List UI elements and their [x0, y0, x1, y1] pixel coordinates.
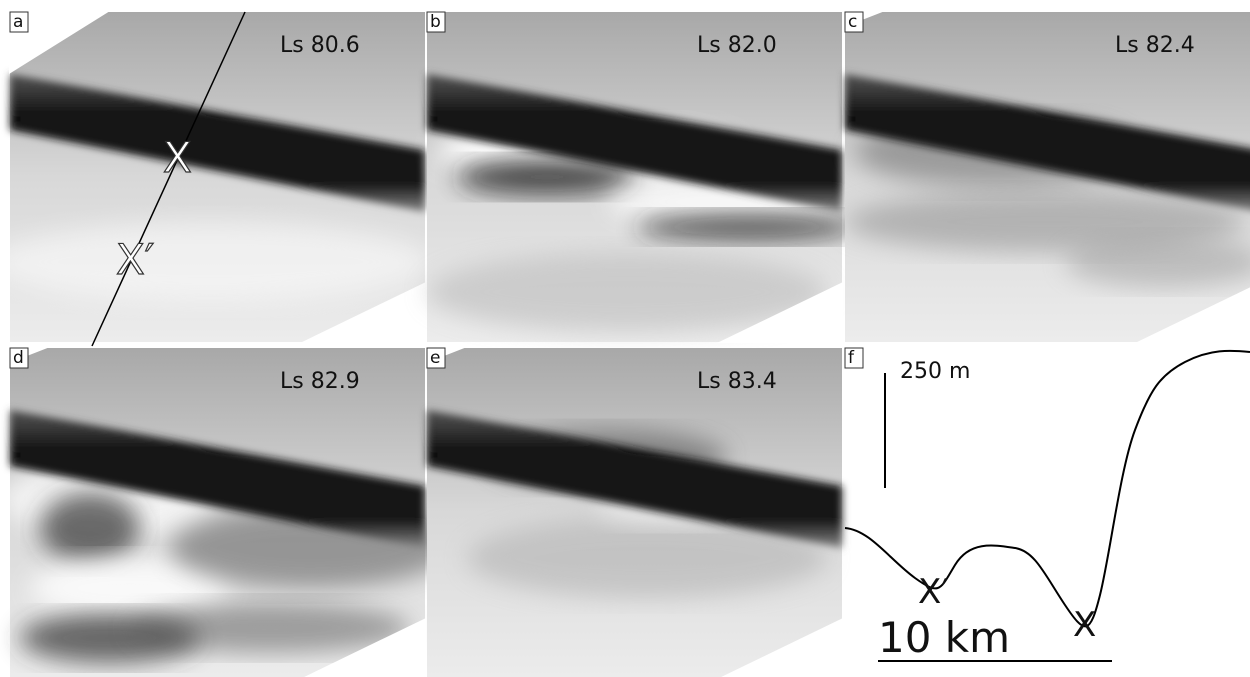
- image-texture: [637, 213, 857, 241]
- image-texture: [130, 603, 410, 653]
- transect-x-prime: X′: [116, 235, 154, 284]
- image-texture: [427, 252, 827, 332]
- image-texture: [1065, 237, 1250, 287]
- profile-line: [844, 349, 1250, 628]
- image-texture: [0, 222, 430, 302]
- panel-label: Ls 82.4: [1115, 33, 1195, 58]
- dark-band: [10, 74, 425, 212]
- panel: Ls 82.0 b: [426, 11, 857, 343]
- profile-x: X: [1073, 605, 1096, 645]
- panel: Ls 80.6 a: [0, 11, 430, 343]
- panel-letter: e: [430, 348, 440, 368]
- panel-letter: f: [848, 348, 855, 368]
- panels: Ls 80.6 a Ls 82.0 b Ls 82.4 c Ls 82.9 d Ls 83.4 e…: [0, 11, 1250, 677]
- image-texture: [467, 518, 827, 598]
- image-edge: [717, 282, 843, 343]
- image-edge: [300, 282, 426, 343]
- panel-label: Ls 82.9: [280, 369, 360, 394]
- image-texture: [30, 558, 230, 618]
- panel-label: Ls 83.4: [697, 369, 777, 394]
- dark-band: [845, 74, 1250, 211]
- panel-letter-box: [9, 347, 29, 369]
- panel-letter-box: [426, 347, 446, 369]
- panel: f: [844, 347, 864, 369]
- horizontal-scale-label: 10 km: [878, 613, 1010, 662]
- panel-letter-box: [9, 11, 29, 33]
- panel: Ls 82.9 d: [0, 347, 450, 677]
- panel-label: Ls 82.0: [697, 33, 777, 58]
- panel-letter-box: [844, 347, 864, 369]
- image-edge: [1135, 287, 1250, 343]
- image-edge: [9, 11, 110, 74]
- panel-letter: b: [430, 12, 441, 32]
- dark-band: [10, 410, 425, 548]
- image-texture: [40, 493, 140, 563]
- panel-letter-box: [426, 11, 446, 33]
- dark-band: [427, 410, 842, 548]
- transect-x: X: [163, 133, 192, 182]
- panel-letter: d: [13, 348, 24, 368]
- panel: Ls 82.4 c: [844, 11, 1250, 343]
- panel-letter: c: [848, 12, 857, 32]
- image-texture: [457, 159, 637, 195]
- panel-label: Ls 80.6: [280, 33, 360, 58]
- transect-line: [91, 11, 246, 347]
- image-edge: [304, 618, 426, 677]
- panel: Ls 83.4 e: [426, 347, 843, 677]
- image-texture: [845, 192, 1245, 252]
- panel-letter: a: [13, 12, 23, 32]
- profile-x-prime: X′: [918, 572, 949, 612]
- panel-letter-box: [844, 11, 864, 33]
- vertical-scale-label: 250 m: [900, 359, 970, 384]
- dark-band: [427, 74, 842, 212]
